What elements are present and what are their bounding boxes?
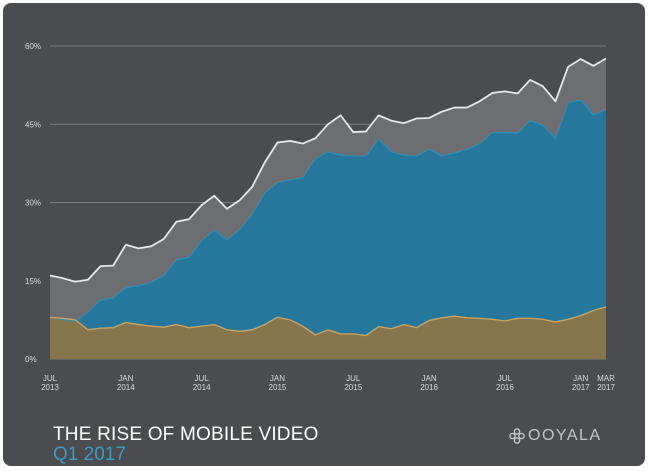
ooyala-flower-icon — [509, 428, 525, 444]
x-tick-year: 2015 — [344, 383, 362, 392]
logo-text: OOYALA — [528, 427, 602, 444]
x-tick-year: 2014 — [193, 383, 211, 392]
x-tick-year: 2014 — [117, 383, 135, 392]
series-area-phone — [50, 306, 606, 359]
series-lines — [49, 57, 607, 337]
y-tick-label: 0% — [25, 355, 37, 364]
chart-subtitle: Q1 2017 — [53, 444, 126, 465]
x-tick-year: 2017 — [597, 383, 615, 392]
x-axis-ticks: JUL2013JAN2014JUL2014JAN2015JUL2015JAN20… — [41, 374, 615, 392]
y-tick-label: 30% — [25, 199, 41, 208]
area-chart: 0%15%30%45%60% JUL2013JAN2014JUL2014JAN2… — [25, 42, 615, 392]
series-areas — [50, 58, 606, 360]
x-tick-year: 2013 — [41, 383, 59, 392]
series-line-total — [49, 57, 607, 283]
y-axis-ticks: 0% 15% 30% 45% 60% — [25, 42, 41, 364]
series-area-tablet — [50, 100, 606, 360]
x-tick-year: 2016 — [496, 383, 514, 392]
x-tick-year: 2016 — [420, 383, 438, 392]
x-tick-label: JUL — [498, 374, 513, 383]
chart-title: THE RISE OF MOBILE VIDEO — [53, 424, 319, 445]
series-line-tablet — [49, 99, 607, 323]
x-tick-label: MAR — [597, 374, 615, 383]
x-tick-label: JUL — [346, 374, 361, 383]
series-line-phone — [49, 306, 607, 337]
x-tick-year: 2015 — [269, 383, 287, 392]
y-tick-label: 45% — [25, 120, 41, 129]
chart-card: 0% 15% 30% 45% 60% JUL 2013 JAN 2014 JUL 2014 JAN 2… — [3, 3, 645, 466]
x-tick-label: JAN — [573, 374, 588, 383]
x-tick-label: JAN — [270, 374, 285, 383]
x-tick-label: JAN — [422, 374, 437, 383]
x-tick-label: JAN — [118, 374, 133, 383]
y-tick-label: 60% — [25, 42, 41, 51]
x-tick-year: 2017 — [572, 383, 590, 392]
x-tick-label: JUL — [195, 374, 210, 383]
x-tick-label: JUL — [43, 374, 58, 383]
brand-logo: OOYALA — [509, 427, 602, 445]
y-tick-label: 15% — [25, 277, 41, 286]
